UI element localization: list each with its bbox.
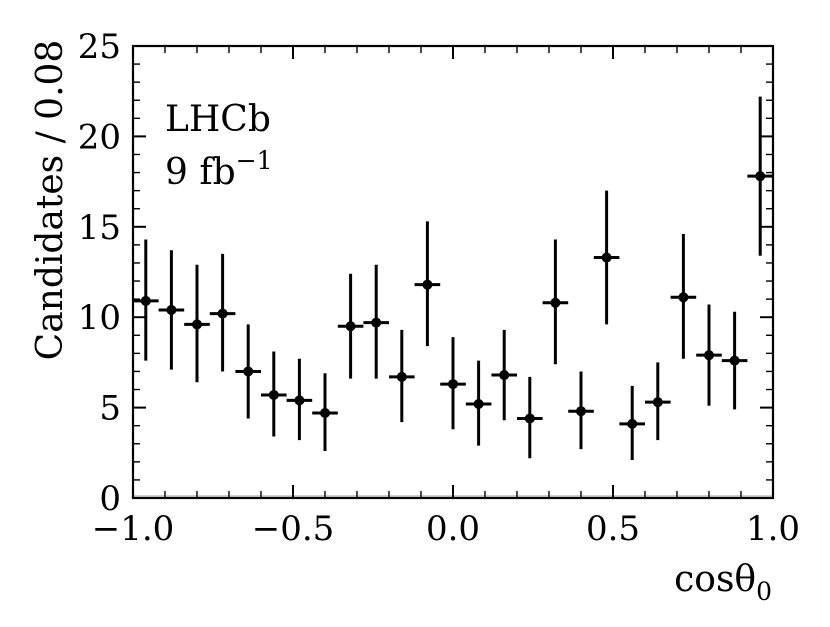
data-marker	[524, 413, 535, 424]
data-marker	[755, 171, 766, 182]
data-point	[414, 221, 441, 347]
data-point	[235, 324, 261, 419]
data-marker	[576, 406, 586, 417]
tick-labels: −1.0 −0.5 0.0 0.5 1.0 0 5 10 15 20 25	[78, 27, 800, 549]
plot-frame	[131, 44, 775, 500]
data-marker	[396, 371, 407, 382]
data-point	[465, 360, 492, 446]
data-marker	[345, 321, 356, 332]
y-tick-label: 25	[78, 27, 121, 67]
data-point	[619, 385, 645, 461]
data-point	[389, 329, 415, 423]
data-marker	[601, 252, 612, 263]
data-point	[568, 371, 594, 450]
x-tick-label: 0.0	[426, 509, 480, 549]
data-marker	[627, 418, 638, 429]
data-point	[184, 264, 210, 383]
data-point	[593, 190, 620, 325]
x-tick-label: 0.5	[586, 509, 640, 549]
luminosity-value: 9 fb	[165, 152, 236, 193]
y-tick-label: 15	[78, 208, 121, 248]
data-marker	[422, 279, 433, 290]
data-marker	[294, 395, 305, 406]
experiment-label: LHCb	[165, 99, 271, 140]
data-point	[286, 358, 313, 441]
luminosity-exponent: −1	[236, 146, 273, 175]
data-points	[133, 96, 773, 461]
y-axis-label: Candidates / 0.08	[30, 40, 71, 361]
data-point	[747, 96, 773, 256]
data-marker	[268, 389, 279, 400]
data-marker	[448, 379, 458, 390]
luminosity-label: 9 fb−1	[165, 146, 273, 193]
data-marker	[499, 370, 510, 381]
x-tick-label: −1.0	[92, 509, 175, 549]
data-point	[312, 373, 338, 451]
data-marker	[652, 397, 663, 408]
y-tick-label: 10	[78, 298, 121, 338]
data-point	[491, 329, 517, 421]
data-point	[133, 239, 159, 361]
data-marker	[166, 304, 177, 315]
data-point	[440, 337, 466, 430]
data-marker	[140, 295, 151, 306]
data-point	[363, 264, 389, 379]
data-marker	[473, 398, 484, 409]
x-axis-label-main: cosθ	[674, 559, 756, 600]
y-tick-label: 20	[78, 117, 121, 157]
data-point	[261, 351, 287, 437]
data-point	[721, 311, 748, 410]
data-point	[209, 253, 236, 372]
data-point	[542, 239, 569, 365]
data-marker	[243, 366, 254, 377]
y-tick-label: 0	[99, 479, 121, 519]
y-tick-label: 5	[99, 389, 121, 429]
data-marker	[678, 292, 689, 303]
data-point	[158, 250, 185, 370]
data-marker	[704, 350, 714, 361]
data-marker	[320, 408, 330, 419]
x-axis-label: cosθ0	[674, 559, 772, 606]
x-tick-label: −0.5	[252, 509, 335, 549]
data-marker	[217, 308, 228, 319]
data-marker	[729, 355, 740, 366]
data-marker	[371, 317, 382, 328]
x-axis-label-subscript: 0	[756, 577, 772, 606]
data-point	[337, 273, 364, 379]
axis-ticks	[132, 45, 774, 499]
data-point	[645, 362, 671, 441]
x-tick-label: 1.0	[746, 509, 800, 549]
data-marker	[192, 319, 202, 330]
data-point	[696, 304, 722, 406]
data-point	[517, 376, 543, 459]
data-point	[670, 234, 697, 359]
data-marker	[550, 297, 561, 308]
